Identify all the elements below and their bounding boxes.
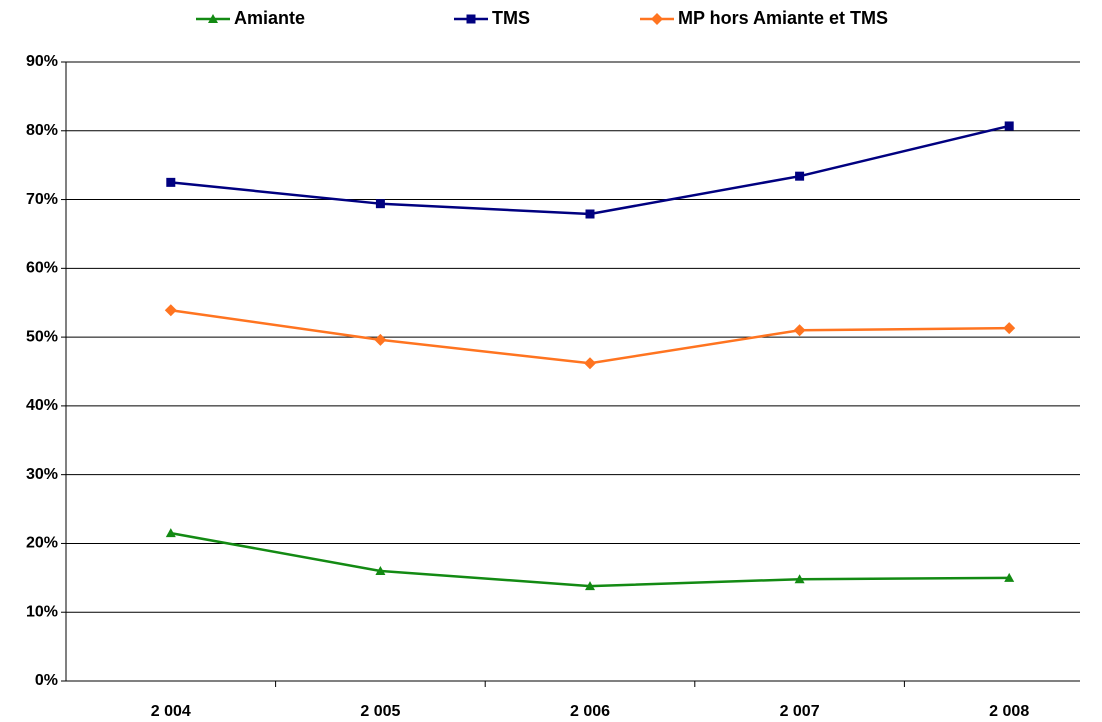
marker	[1004, 572, 1015, 582]
legend-label: TMS	[492, 8, 530, 28]
marker	[375, 565, 386, 575]
y-tick-label: 0%	[35, 672, 58, 689]
marker	[794, 574, 805, 584]
marker	[208, 14, 218, 23]
marker	[795, 171, 805, 181]
marker	[466, 14, 476, 24]
x-tick-label: 2 007	[780, 703, 820, 720]
legend: Amiante TMS MP hors Amiante et TMS	[196, 8, 888, 28]
y-tick-label: 60%	[26, 260, 58, 277]
x-tick-label: 2 005	[360, 703, 400, 720]
x-tick-label: 2 008	[989, 703, 1029, 720]
marker	[165, 528, 176, 538]
marker	[1003, 322, 1016, 335]
marker	[584, 357, 596, 370]
x-tick-label: 2 006	[570, 703, 610, 720]
y-tick-label: 80%	[26, 122, 58, 139]
series-line	[170, 531, 1010, 588]
series-line	[170, 124, 1010, 216]
marker	[374, 333, 387, 346]
y-tick-label: 40%	[26, 397, 58, 414]
legend-label: MP hors Amiante et TMS	[678, 8, 888, 28]
marker	[166, 177, 176, 187]
marker	[375, 199, 385, 209]
y-tick-label: 90%	[26, 53, 58, 70]
legend-label: Amiante	[234, 8, 305, 28]
marker	[651, 13, 663, 25]
marker	[164, 304, 177, 317]
y-tick-label: 30%	[26, 466, 58, 483]
y-tick-label: 50%	[26, 328, 58, 345]
y-tick-label: 10%	[26, 603, 58, 620]
x-tick-label: 2 004	[151, 703, 191, 720]
marker	[1004, 121, 1014, 131]
y-tick-label: 20%	[26, 535, 58, 552]
marker	[585, 209, 595, 219]
marker	[585, 581, 595, 591]
marker	[793, 324, 806, 337]
y-tick-label: 70%	[26, 191, 58, 208]
